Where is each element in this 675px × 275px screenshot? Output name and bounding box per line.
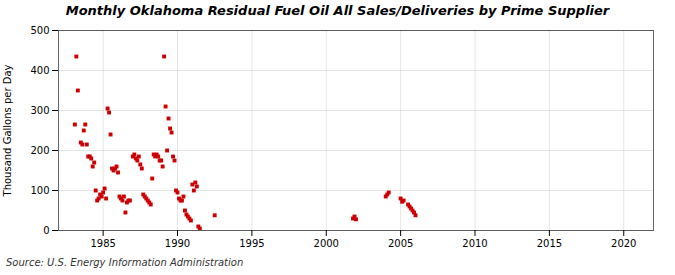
svg-text:1990: 1990 bbox=[165, 238, 190, 249]
svg-text:0: 0 bbox=[43, 225, 49, 236]
html-text:Source: U.S. Energy Informatio: Source: U.S. Energy Information Administ… bbox=[6, 257, 244, 268]
svg-text:2020: 2020 bbox=[611, 238, 636, 249]
svg-text:1985: 1985 bbox=[90, 238, 115, 249]
html-text:Monthly Oklahoma Residual Fuel: Monthly Oklahoma Residual Fuel Oil All S… bbox=[65, 3, 610, 18]
svg-text:2000: 2000 bbox=[314, 238, 339, 249]
svg-text:200: 200 bbox=[30, 145, 49, 156]
svg-text:400: 400 bbox=[30, 65, 49, 76]
svg-text:100: 100 bbox=[30, 185, 49, 196]
svg-text:300: 300 bbox=[30, 105, 49, 116]
svg-text:2005: 2005 bbox=[388, 238, 413, 249]
svg-text:500: 500 bbox=[30, 25, 49, 36]
svg-text:Thousand Gallons per Day: Thousand Gallons per Day bbox=[2, 64, 13, 197]
svg-text:1995: 1995 bbox=[239, 238, 264, 249]
svg-text:2010: 2010 bbox=[462, 238, 487, 249]
svg-text:2015: 2015 bbox=[537, 238, 562, 249]
